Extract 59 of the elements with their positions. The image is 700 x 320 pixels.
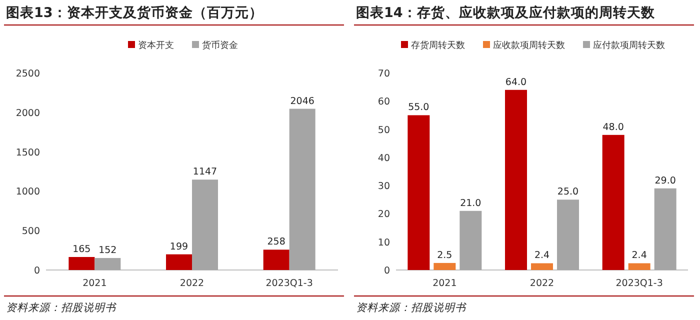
data-label: 21.0 — [460, 198, 482, 209]
legend-label: 货币资金 — [202, 40, 238, 51]
y-tick-label: 10 — [378, 237, 390, 248]
y-tick-label: 40 — [378, 152, 390, 164]
bar — [460, 210, 482, 270]
data-label: 48.0 — [602, 122, 624, 133]
bar — [408, 115, 430, 270]
y-tick-label: 2000 — [16, 108, 40, 119]
data-label: 199 — [170, 241, 188, 252]
data-label: 2.4 — [632, 250, 647, 262]
legend-label: 应付款项周转天数 — [593, 40, 665, 51]
y-tick-label: 70 — [378, 68, 390, 80]
bar — [628, 263, 650, 270]
y-tick-label: 50 — [378, 124, 390, 136]
data-label: 165 — [72, 244, 91, 255]
data-label: 152 — [98, 245, 117, 256]
bar — [94, 258, 121, 270]
data-label: 25.0 — [557, 186, 579, 198]
text: 资料来源：招股说明书 — [356, 302, 467, 314]
data-label: 1147 — [192, 166, 218, 178]
x-tick-label: 2021 — [82, 278, 107, 289]
y-tick-label: 0 — [34, 266, 40, 276]
bar — [263, 250, 290, 270]
y-tick-label: 500 — [22, 226, 40, 238]
bar — [602, 134, 624, 270]
legend-label: 资本开支 — [138, 40, 174, 51]
data-label: 29.0 — [654, 175, 676, 186]
data-label: 55.0 — [408, 102, 430, 114]
bar — [654, 188, 676, 270]
y-tick-label: 20 — [378, 209, 390, 220]
y-tick-label: 0 — [384, 266, 390, 276]
y-tick-label: 60 — [378, 96, 390, 108]
bar — [289, 108, 316, 270]
y-tick-label: 2500 — [16, 68, 40, 80]
bar — [531, 263, 553, 270]
bar — [557, 200, 579, 270]
bar — [505, 90, 527, 270]
data-label: 64.0 — [505, 76, 527, 88]
bar — [68, 257, 95, 270]
chart-title: 图表14：存货、应收款项及应付款项的周转天数 — [356, 4, 656, 21]
bar — [434, 262, 456, 270]
x-tick-label: 2023Q1-3 — [266, 278, 313, 289]
data-label: 2.5 — [437, 250, 452, 261]
data-label: 2046 — [290, 96, 314, 107]
legend-label: 存货周转天数 — [411, 40, 465, 51]
bar — [192, 180, 218, 270]
x-tick-label: 2023Q1-3 — [616, 278, 663, 289]
text: 资料来源：招股说明书 — [6, 302, 117, 314]
data-label: 258 — [267, 236, 286, 248]
y-tick-label: 1500 — [16, 147, 40, 158]
y-tick-label: 30 — [378, 181, 390, 192]
chart-title: 图表13：资本开支及货币资金（百万元） — [6, 5, 263, 21]
bar — [166, 254, 192, 270]
x-tick-label: 2021 — [432, 278, 457, 289]
legend-label: 应收款项周转天数 — [493, 40, 565, 51]
x-tick-label: 2022 — [180, 278, 204, 289]
data-label: 2.4 — [534, 250, 550, 262]
y-tick-label: 1000 — [16, 186, 40, 198]
x-tick-label: 2022 — [530, 278, 554, 289]
